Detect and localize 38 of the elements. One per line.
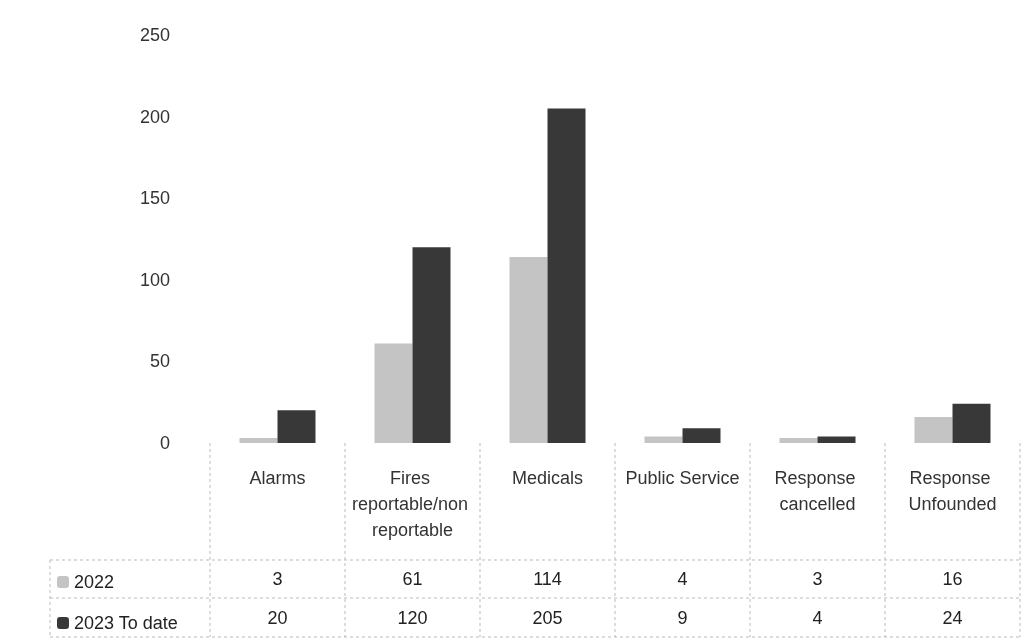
bar	[374, 343, 413, 443]
data-label: 205	[532, 608, 563, 628]
data-label: 20	[267, 608, 288, 628]
x-tick-label: Response Unfounded	[908, 468, 997, 514]
data-label: 120	[397, 608, 428, 628]
x-tick-label: Alarms	[249, 468, 306, 488]
x-tick-label: Medicals	[511, 468, 584, 488]
y-tick-label: 250	[139, 25, 170, 45]
bar	[239, 438, 278, 443]
x-tick-label: Public Service	[625, 468, 740, 488]
y-tick-label: 50	[149, 351, 170, 372]
bar	[779, 438, 818, 443]
data-label: 4	[677, 569, 688, 589]
bar	[644, 436, 683, 443]
x-tick-label: Fires reportable/non reportable	[351, 468, 474, 540]
data-label: 4	[812, 608, 823, 628]
legend-label: 2023 To date	[74, 613, 178, 633]
legend-label: 2022	[74, 572, 115, 592]
y-tick-label: 150	[139, 188, 170, 209]
bar	[277, 410, 316, 443]
y-tick-label: 100	[139, 269, 170, 290]
data-label: 61	[402, 569, 423, 589]
bar	[412, 247, 451, 443]
bar	[817, 436, 856, 443]
data-label: 16	[942, 569, 963, 589]
data-label: 114	[533, 569, 562, 589]
y-tick-label: 200	[139, 106, 170, 127]
bar	[547, 108, 586, 443]
bar	[952, 403, 991, 443]
bar	[682, 428, 721, 443]
bar	[509, 256, 548, 443]
x-tick-label: Response cancelled	[774, 468, 861, 514]
data-label: 3	[812, 569, 823, 589]
y-tick-label: 0	[159, 433, 170, 453]
bar	[914, 416, 953, 443]
data-label: 3	[272, 569, 283, 589]
data-label: 9	[677, 608, 688, 628]
data-label: 24	[942, 608, 963, 628]
